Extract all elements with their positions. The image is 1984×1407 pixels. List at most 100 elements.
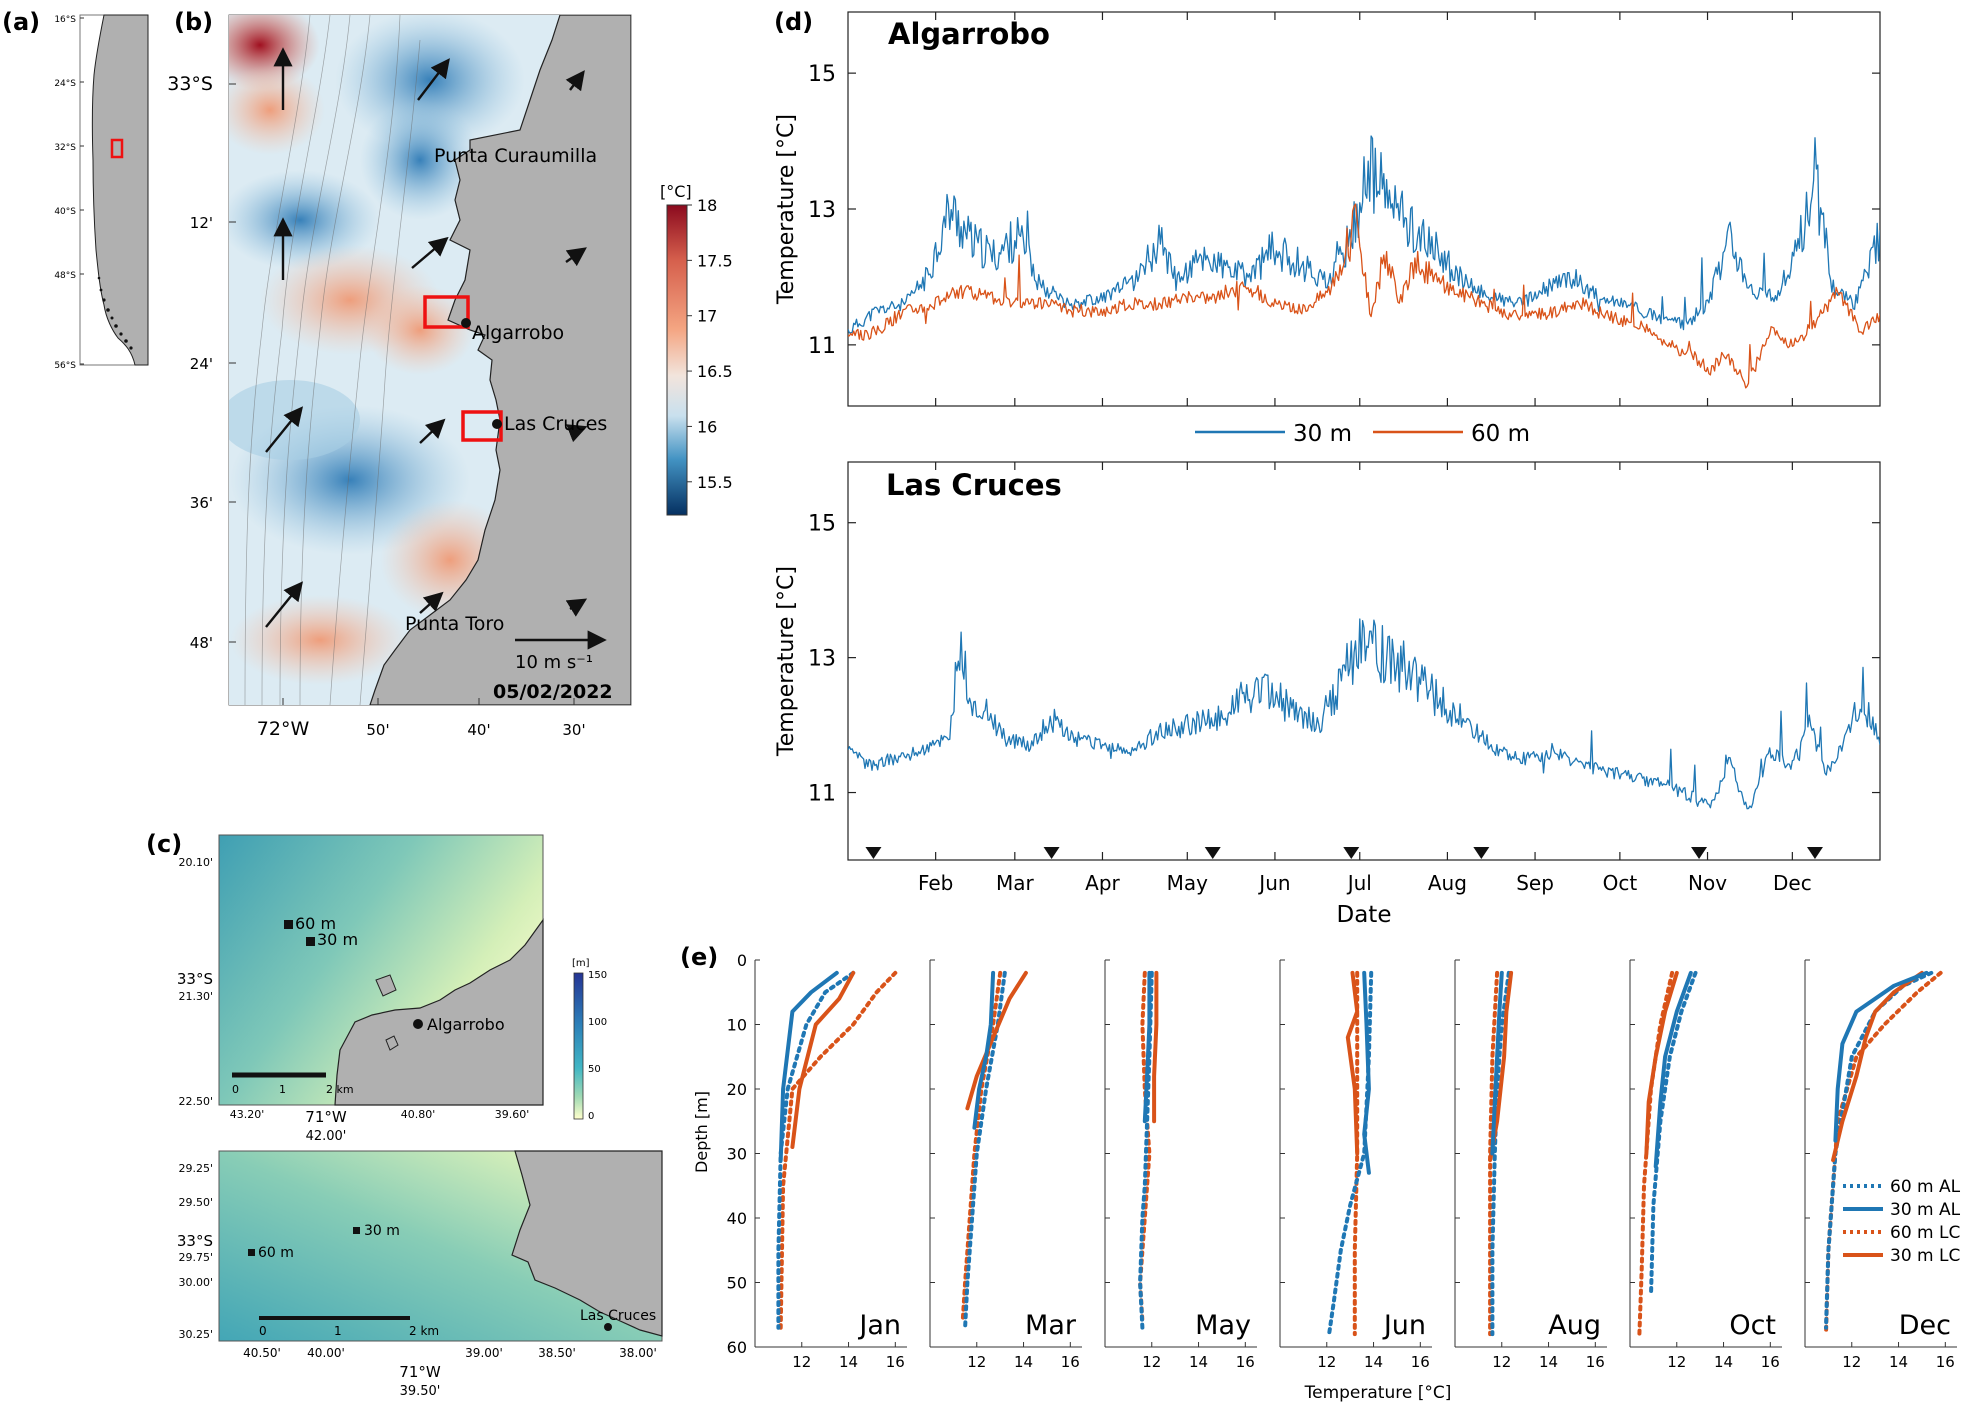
panel-c-bottom-lat-tick: 29.75' (178, 1251, 213, 1264)
colorbar-tick-label: 17.5 (697, 251, 733, 270)
profile-y-tick-label: 0 (737, 951, 747, 970)
profile-x-tick-label: 16 (1761, 1353, 1780, 1371)
panel-a-overview-map: 16°S 24°S 32°S 40°S 48°S 56°S (54, 14, 149, 371)
las-cruces-title: Las Cruces (886, 468, 1062, 502)
algarrobo-axes (847, 11, 1881, 407)
las-cruces-ylabel: Temperature [°C] (774, 566, 799, 757)
y-tick-label: 11 (808, 782, 836, 807)
wind-scale-label: 10 m s⁻¹ (515, 652, 593, 673)
month-tick-label: Feb (918, 871, 953, 895)
month-tick-label: Apr (1085, 871, 1120, 895)
panel-c-top-lon-tick: 71°W (305, 1108, 347, 1126)
sampling-date-marker (1691, 847, 1708, 859)
profile-lc60-line (778, 970, 898, 1330)
las-cruces-marker (492, 419, 502, 429)
las-cruces-town-label: Las Cruces (580, 1308, 656, 1324)
colorbar-unit: [°C] (660, 182, 692, 201)
legend-60m-lc-label: 60 m LC (1890, 1223, 1960, 1243)
panel-c-top-lon-tick: 40.80' (401, 1108, 436, 1121)
profile-x-tick-label: 14 (1889, 1353, 1908, 1371)
wind-vectors (265, 47, 607, 650)
month-tick-label: May (1167, 871, 1209, 895)
profiles-xlabel: Temperature [°C] (1304, 1383, 1452, 1403)
profile-al60-line (1824, 970, 1934, 1330)
profile-x-tick-label: 16 (1061, 1353, 1080, 1371)
profile-y-tick-label: 60 (727, 1338, 747, 1357)
profile-lc60-line (960, 970, 1003, 1324)
panel-c-top-lon-tick: 42.00' (306, 1129, 347, 1144)
panel-b-sst-map: Punta Curaumilla Algarrobo Las Cruces Pu… (167, 14, 733, 740)
legend-30m-lc-label: 30 m LC (1890, 1246, 1960, 1266)
month-tick-label: Jun (1257, 871, 1290, 895)
panel-b-lon-tick: 40' (467, 721, 490, 739)
month-tick-label: Dec (1773, 871, 1812, 895)
profile-panels: 12 14 16 0 10 20 30 40 50 60 Jan 12 14 16 Mar 12 14 16 May… (727, 951, 1957, 1371)
month-tick-label: Aug (1428, 871, 1467, 895)
profile-month-label: May (1195, 1310, 1251, 1341)
y-tick-label: 15 (808, 62, 836, 87)
panel-c-bottom-lon-tick: 71°W (399, 1363, 441, 1381)
south-america-land (91, 14, 149, 366)
panel-d-legend: 30 m 60 m (1195, 421, 1530, 447)
panel-a-lat-tick: 24°S (54, 79, 76, 89)
panel-c-bottom-lon-tick: 39.50' (400, 1384, 441, 1399)
date-xlabel: Date (1337, 902, 1392, 928)
profile-x-tick-label: 12 (1667, 1353, 1686, 1371)
panel-b-lon-tick: 50' (366, 721, 389, 739)
profile-lc60-line (1138, 970, 1152, 1324)
panel-label-a: (a) (2, 8, 40, 36)
profile-al30-line (1653, 970, 1693, 1169)
panel-c-bottom-lat-tick: 33°S (177, 1232, 213, 1250)
colorbar-tick-label: 15.5 (697, 473, 733, 492)
algarrobo-series (848, 135, 1880, 389)
profile-al60-line (1490, 970, 1511, 1337)
panel-a-lat-tick: 48°S (54, 271, 76, 281)
depth-colorbar-unit: [m] (572, 958, 590, 969)
algarrobo-islet-2 (385, 1035, 399, 1051)
profile-month-label: Dec (1899, 1310, 1951, 1341)
profile-x-tick-label: 16 (1236, 1353, 1255, 1371)
profile-month-label: Jan (857, 1310, 901, 1341)
panel-c-bottom-lat-tick: 29.50' (178, 1196, 213, 1209)
colorbar-tick-label: 16.5 (697, 362, 733, 381)
profile-al30-line (1142, 970, 1152, 1124)
profile-al30-line (1362, 970, 1371, 1175)
panel-a-lat-tick: 16°S (54, 15, 76, 25)
panel-b-lat-tick: 33°S (167, 73, 213, 95)
colorbar-tick-label: 18 (697, 196, 717, 215)
profile-x-tick-label: 16 (886, 1353, 905, 1371)
panel-e-profiles: Depth [m] Temperature [°C] 12 14 16 0 10 20 30… (692, 951, 1961, 1403)
las-cruces-series (848, 618, 1880, 810)
panel-b-lat-tick: 12' (190, 214, 213, 232)
month-tick-label: Mar (996, 871, 1035, 895)
profile-x-tick-label: 12 (1142, 1353, 1161, 1371)
profile-al60-line (1649, 970, 1698, 1298)
profile-x-tick-label: 14 (1539, 1353, 1558, 1371)
panel-b-axis-ticks: 33°S 12' 24' 36' 48' 72°W 50' 40' 30' (167, 73, 585, 740)
panel-d-axes: 11 13 15 11 13 15 Feb Mar Apr May Jun Jul Aug Sep Oct N… (808, 12, 1880, 895)
panel-a-lat-tick: 40°S (54, 207, 76, 217)
profile-x-tick-label: 14 (1014, 1353, 1033, 1371)
depth-colorbar-tick: 50 (588, 1064, 601, 1075)
profile-lc30-line (1644, 970, 1679, 1156)
profile-al30-line (1833, 970, 1929, 1143)
profile-x-tick-label: 12 (792, 1353, 811, 1371)
profile-y-tick-label: 40 (727, 1209, 747, 1228)
profile-month-label: Oct (1729, 1310, 1776, 1341)
panel-a-lat-tick: 32°S (54, 143, 76, 153)
archipelago-islands (97, 276, 133, 350)
profile-al30-line (1490, 970, 1504, 1156)
sampling-date-marker (1043, 847, 1060, 859)
profile-x-tick-label: 16 (1411, 1353, 1430, 1371)
panel-label-b: (b) (174, 8, 213, 36)
algarrobo-town-marker (413, 1019, 423, 1029)
profile-x-tick-label: 14 (1364, 1353, 1383, 1371)
panel-c-bottom-lat-tick: 30.00' (178, 1276, 213, 1289)
profile-month-label: Aug (1548, 1310, 1601, 1341)
y-tick-label: 13 (808, 198, 836, 223)
depth-colorbar-ticks: 150 100 50 0 (588, 970, 607, 1122)
profile-lc30-line (790, 970, 856, 1149)
sst-field (229, 15, 631, 705)
sampling-date-marker (1806, 847, 1823, 859)
place-algarrobo: Algarrobo (472, 322, 564, 344)
